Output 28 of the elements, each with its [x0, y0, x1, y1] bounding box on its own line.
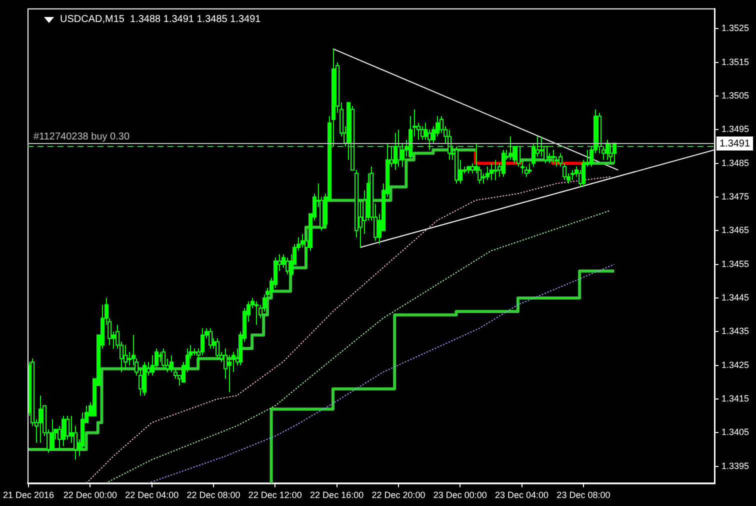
y-tick-label: 1.3445 [721, 292, 750, 302]
x-tick-label: 21 Dec 2016 [3, 490, 54, 500]
y-tick-label: 1.3485 [721, 158, 750, 168]
y-tick-label: 1.3475 [721, 191, 750, 202]
y-tick-label: 1.3405 [721, 427, 750, 438]
x-tick-label: 23 Dec 04:00 [495, 490, 549, 500]
y-tick-label: 1.3455 [721, 258, 750, 269]
y-tick-label: 1.3505 [721, 90, 750, 100]
x-tick-label: 23 Dec 00:00 [433, 490, 487, 500]
text: USDCAD,M15 1.3488 1.3491 1.3485 1.3491 [60, 14, 261, 25]
ref-line-label: 1.3491 [719, 138, 750, 150]
y-tick-label: 1.3495 [721, 124, 750, 134]
line-series [147, 264, 615, 484]
x-tick-label: 22 Dec 08:00 [186, 490, 240, 500]
x-tick-label: 22 Dec 20:00 [372, 490, 426, 500]
y-tick-label: 1.3425 [721, 360, 750, 370]
y-tick-label: 1.3435 [721, 326, 750, 336]
y-tick-label: 1.3515 [721, 56, 750, 67]
x-tick-label: 22 Dec 16:00 [310, 490, 364, 500]
y-tick-label: 1.3465 [721, 225, 750, 236]
ref-line-label: #112740238 buy 0.30 [33, 131, 130, 142]
x-tick-label: 23 Dec 08:00 [556, 490, 610, 500]
x-tick-label: 22 Dec 00:00 [63, 490, 117, 500]
x-tick-label: 22 Dec 04:00 [125, 490, 179, 500]
y-tick-label: 1.3395 [721, 460, 750, 471]
y-tick-label: 1.3525 [721, 23, 750, 34]
x-tick-label: 22 Dec 12:00 [248, 490, 302, 500]
y-tick-label: 1.3415 [721, 394, 750, 404]
